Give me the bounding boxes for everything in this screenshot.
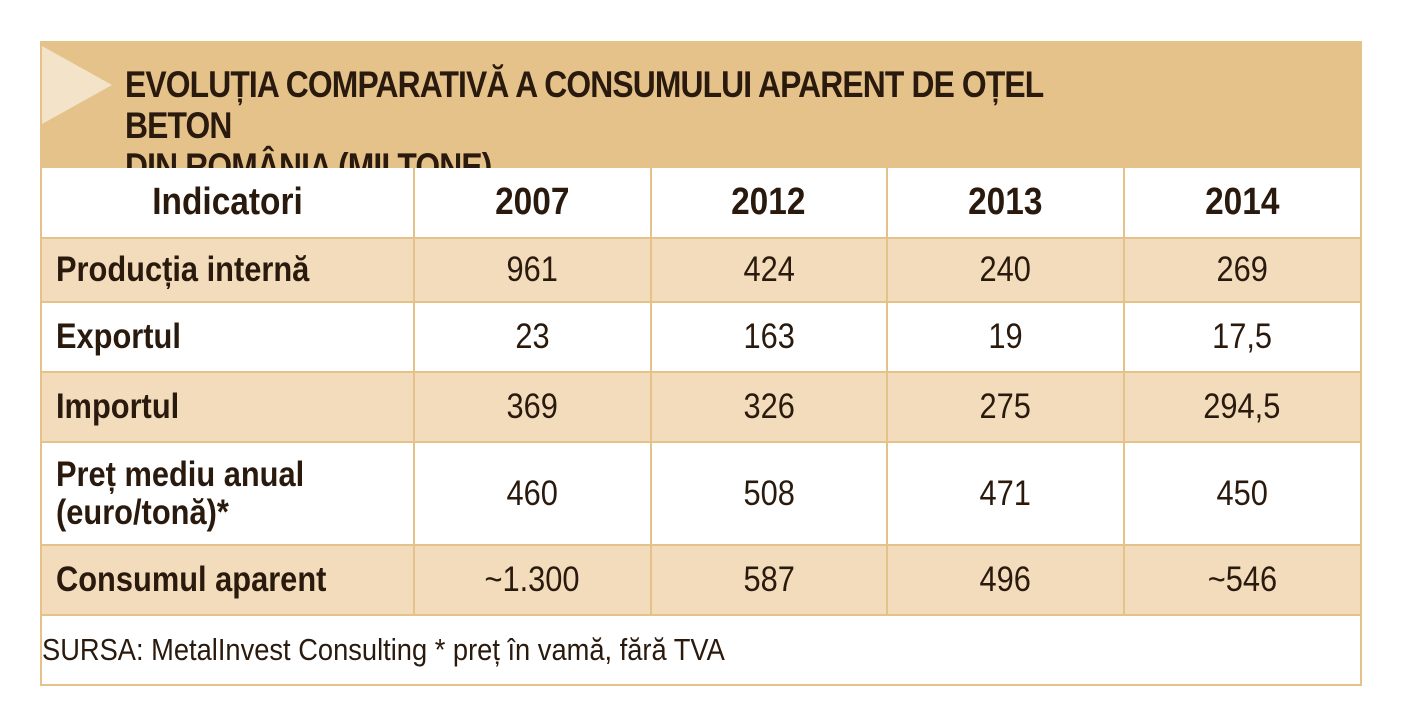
table-cell: 424 bbox=[649, 237, 888, 303]
table-cell: 369 bbox=[413, 371, 652, 443]
row-label: Importul bbox=[42, 371, 415, 443]
table-cell: 275 bbox=[886, 371, 1125, 443]
data-table: Indicatori 2007 2012 2013 2014 Producția… bbox=[42, 168, 1360, 686]
column-header-2007: 2007 bbox=[413, 168, 652, 239]
table-frame: EVOLUȚIA COMPARATIVĂ A CONSUMULUI APAREN… bbox=[40, 41, 1362, 686]
table-cell: 294,5 bbox=[1122, 371, 1360, 443]
column-header-indicators: Indicatori bbox=[42, 168, 415, 239]
table-cell: 460 bbox=[413, 441, 652, 546]
page-title: EVOLUȚIA COMPARATIVĂ A CONSUMULUI APAREN… bbox=[125, 64, 1044, 187]
table-cell: 450 bbox=[1122, 441, 1360, 546]
table-cell: 508 bbox=[649, 441, 888, 546]
table-cell: 269 bbox=[1122, 237, 1360, 303]
table-cell: ~1.300 bbox=[413, 544, 652, 616]
column-header-2014: 2014 bbox=[1122, 168, 1360, 239]
table-row: Producția internă 961 424 240 269 bbox=[42, 237, 1360, 303]
row-label: Exportul bbox=[42, 301, 415, 373]
table-row: Importul 369 326 275 294,5 bbox=[42, 371, 1360, 443]
column-header-2013: 2013 bbox=[886, 168, 1125, 239]
table-row: Preț mediu anual (euro/tonă)* 460 508 47… bbox=[42, 441, 1360, 546]
table-cell: 587 bbox=[649, 544, 888, 616]
table-cell: 471 bbox=[886, 441, 1125, 546]
column-header-2012: 2012 bbox=[649, 168, 888, 239]
table-cell: 326 bbox=[649, 371, 888, 443]
table-cell: 240 bbox=[886, 237, 1125, 303]
source-row: SURSA: MetalInvest Consulting * preț în … bbox=[42, 614, 1360, 686]
table-cell: 496 bbox=[886, 544, 1125, 616]
table-cell: 17,5 bbox=[1122, 301, 1360, 373]
table-cell: 19 bbox=[886, 301, 1125, 373]
table-cell: ~546 bbox=[1122, 544, 1360, 616]
table-row: Exportul 23 163 19 17,5 bbox=[42, 301, 1360, 373]
table-cell: 961 bbox=[413, 237, 652, 303]
row-label: Producția internă bbox=[42, 237, 415, 303]
play-triangle-icon bbox=[42, 46, 112, 124]
table-cell: 23 bbox=[413, 301, 652, 373]
title-band: EVOLUȚIA COMPARATIVĂ A CONSUMULUI APAREN… bbox=[42, 43, 1360, 187]
source-note: SURSA: MetalInvest Consulting * preț în … bbox=[42, 614, 1360, 686]
table-row: Consumul aparent ~1.300 587 496 ~546 bbox=[42, 544, 1360, 616]
row-label: Preț mediu anual (euro/tonă)* bbox=[42, 441, 415, 546]
row-label: Consumul aparent bbox=[42, 544, 415, 616]
table-cell: 163 bbox=[649, 301, 888, 373]
table-header-row: Indicatori 2007 2012 2013 2014 bbox=[42, 168, 1360, 239]
